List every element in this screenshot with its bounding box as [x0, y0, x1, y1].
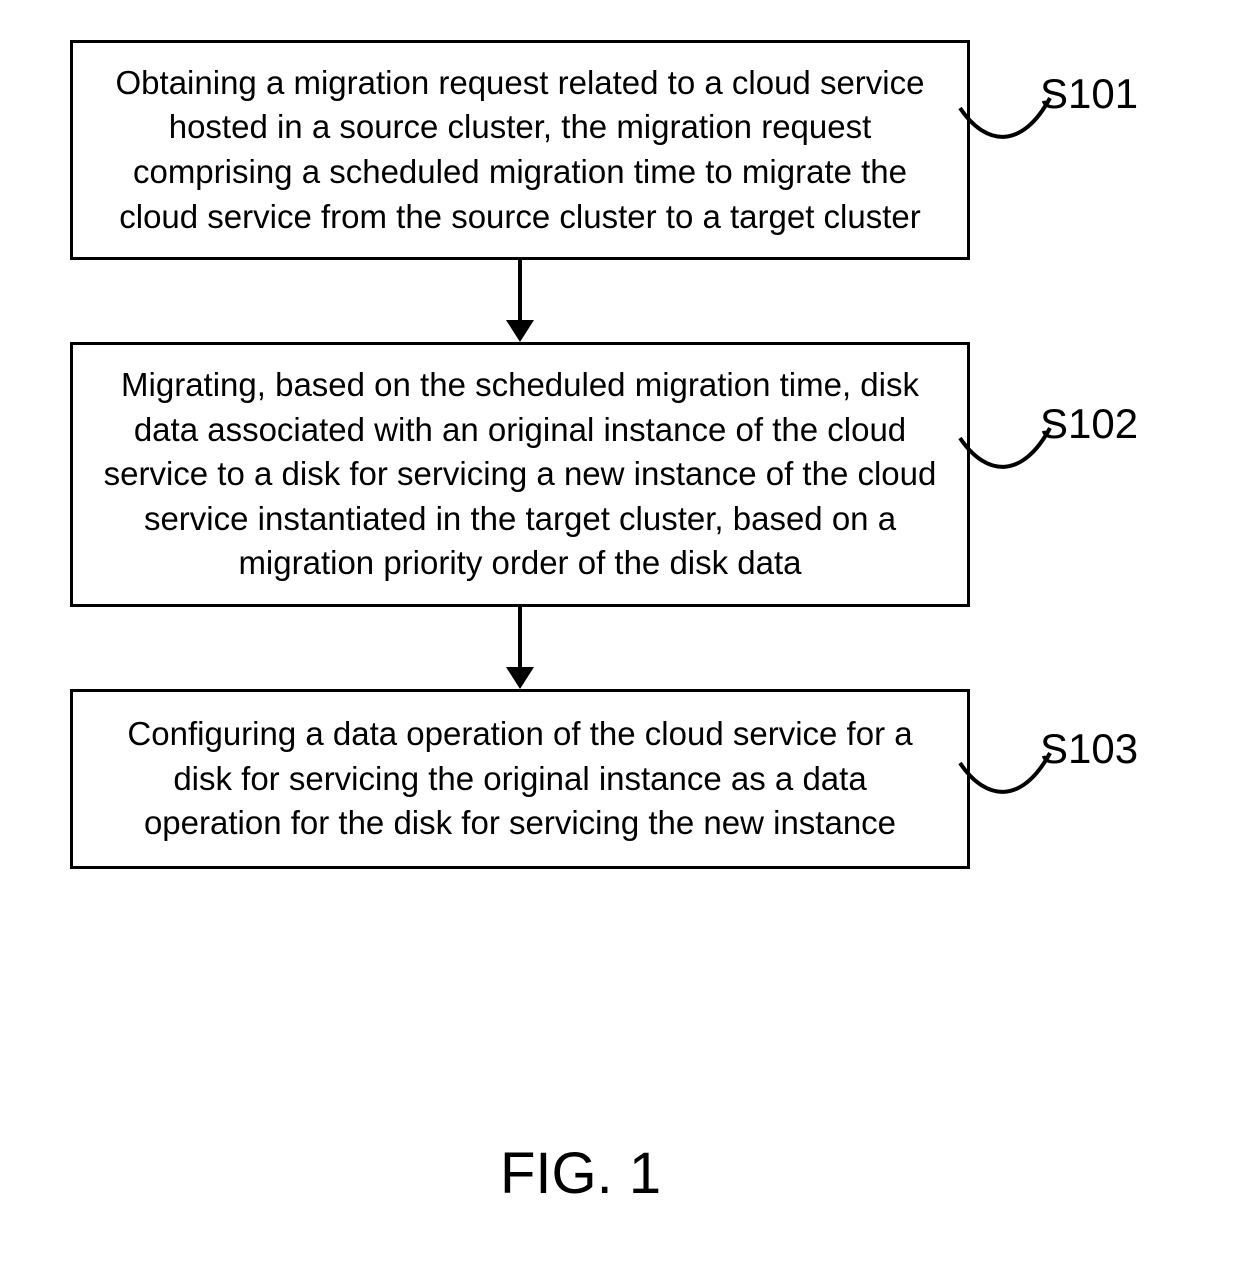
connector-s102 [960, 428, 1050, 478]
step-text: Migrating, based on the scheduled migrat… [103, 363, 937, 586]
figure-caption: FIG. 1 [500, 1140, 661, 1207]
connector-s101 [960, 98, 1050, 148]
connector-s103 [960, 753, 1050, 803]
arrow-head [506, 667, 534, 689]
flowchart-step-s103: Configuring a data operation of the clou… [70, 689, 970, 869]
connector-path [960, 98, 1050, 137]
connector-path [960, 428, 1050, 467]
step-text: Obtaining a migration request related to… [103, 61, 937, 239]
step-label-s103: S103 [1040, 725, 1138, 773]
arrow-line [518, 260, 522, 320]
arrow-line [518, 607, 522, 667]
step-label-s101: S101 [1040, 70, 1138, 118]
arrow-head [506, 320, 534, 342]
step-label-s102: S102 [1040, 400, 1138, 448]
connector-path [960, 753, 1050, 792]
flowchart-arrow-1 [70, 260, 970, 342]
flowchart-step-s102: Migrating, based on the scheduled migrat… [70, 342, 970, 607]
flowchart-step-s101: Obtaining a migration request related to… [70, 40, 970, 260]
flowchart-arrow-2 [70, 607, 970, 689]
step-text: Configuring a data operation of the clou… [103, 712, 937, 846]
